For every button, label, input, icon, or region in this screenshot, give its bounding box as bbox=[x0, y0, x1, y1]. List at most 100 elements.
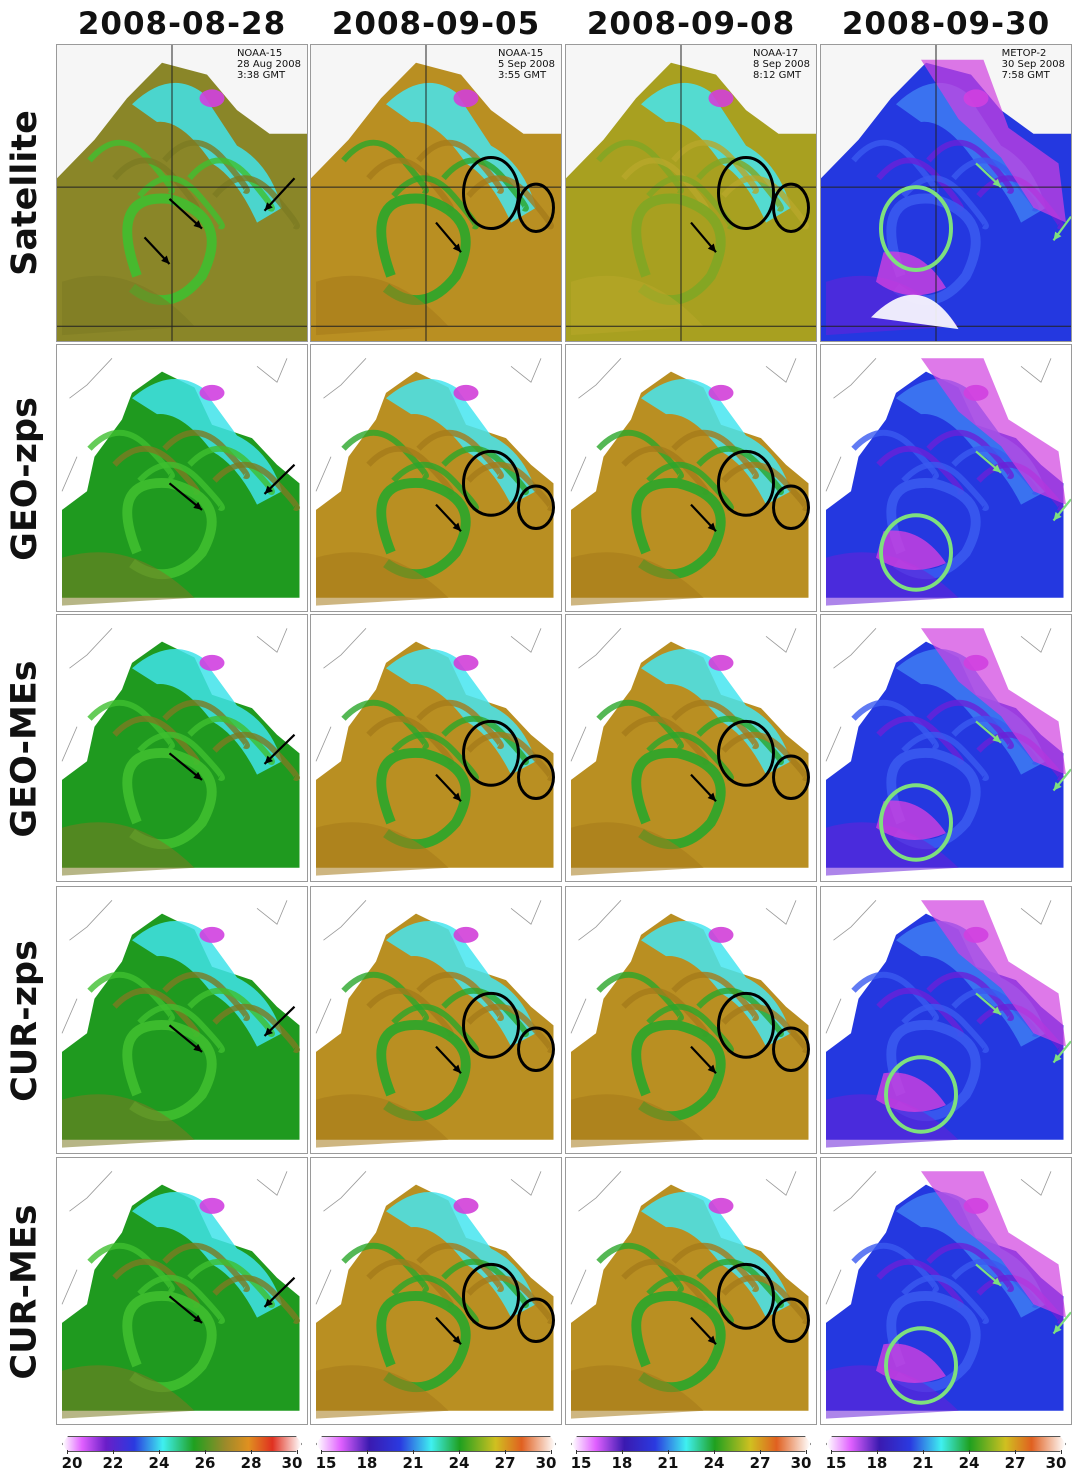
circle-marker bbox=[517, 1026, 555, 1073]
circle-marker bbox=[717, 719, 775, 787]
arrow-marker bbox=[975, 992, 1002, 1016]
colorbar-tick-mark bbox=[551, 1450, 553, 1454]
arrow-marker bbox=[435, 773, 462, 802]
arrow-marker bbox=[690, 503, 717, 532]
circle-marker bbox=[884, 1326, 958, 1405]
arrow-marker bbox=[1052, 498, 1071, 522]
circle-marker bbox=[879, 185, 953, 272]
map-image bbox=[821, 345, 1071, 611]
arrow-marker bbox=[690, 773, 717, 802]
circle-marker bbox=[884, 1055, 958, 1134]
sst-map-cur-mes-col4 bbox=[820, 1157, 1072, 1425]
colorbar-tick-label: 27 bbox=[749, 1454, 771, 1472]
colorbar-tick-label: 21 bbox=[912, 1454, 934, 1472]
colorbar-1 bbox=[62, 1436, 302, 1452]
colorbar-tick-mark bbox=[251, 1450, 253, 1454]
colorbar-tick-mark bbox=[806, 1450, 808, 1454]
circle-marker bbox=[879, 783, 953, 862]
satellite-pass-label: NOAA-15 28 Aug 2008 3:38 GMT bbox=[237, 48, 301, 81]
colorbar-tick-label: 22 bbox=[102, 1454, 124, 1472]
sst-map-geo-mes-col3 bbox=[565, 614, 817, 882]
circle-marker bbox=[462, 1262, 520, 1330]
sst-map-cur-zps-col4 bbox=[820, 886, 1072, 1154]
column-title-2: 2008-09-05 bbox=[331, 6, 541, 42]
colorbar-tick-label: 30 bbox=[790, 1454, 812, 1472]
map-image bbox=[311, 1158, 561, 1424]
colorbar-tick-mark bbox=[922, 1450, 924, 1454]
satellite-time: 3:55 GMT bbox=[497, 70, 547, 81]
column-title-3: 2008-09-08 bbox=[586, 6, 796, 42]
colorbar-3-ticks: 15 18 21 24 27 30 bbox=[571, 1450, 812, 1477]
arrow-marker bbox=[1052, 1040, 1071, 1064]
colorbar-tick-label: 21 bbox=[402, 1454, 424, 1472]
satellite-date: 8 Sep 2008 bbox=[752, 59, 810, 70]
column-title-4: 2008-09-30 bbox=[841, 6, 1051, 42]
row-title-geo-zps: GEO-zps bbox=[5, 397, 46, 561]
arrow-marker bbox=[690, 221, 717, 253]
circle-marker bbox=[462, 719, 520, 787]
satellite-pass-label: NOAA-15 5 Sep 2008 3:55 GMT bbox=[498, 48, 555, 81]
satellite-date: 30 Sep 2008 bbox=[1001, 59, 1065, 70]
colorbar-4-ticks: 15 18 21 24 27 30 bbox=[825, 1450, 1066, 1477]
sst-map-cur-zps-col3 bbox=[565, 886, 817, 1154]
colorbar-tick-label: 28 bbox=[240, 1454, 262, 1472]
colorbar-tick-mark bbox=[112, 1450, 114, 1454]
satellite-date: 5 Sep 2008 bbox=[497, 59, 555, 70]
colorbar-tick-label: 24 bbox=[448, 1454, 470, 1472]
arrow-marker bbox=[263, 463, 296, 495]
map-image bbox=[566, 45, 816, 341]
arrow-marker bbox=[690, 1316, 717, 1345]
row-title-cur-zps: CUR-zps bbox=[5, 940, 45, 1102]
colorbar-tick-label: 24 bbox=[703, 1454, 725, 1472]
arrow-marker bbox=[975, 1263, 1002, 1287]
arrow-marker bbox=[143, 236, 171, 265]
colorbar-tick-mark bbox=[505, 1450, 507, 1454]
arrow-marker bbox=[168, 1024, 203, 1053]
colorbar-tick-mark bbox=[158, 1450, 160, 1454]
arrow-marker bbox=[263, 1005, 296, 1037]
map-image bbox=[57, 887, 307, 1153]
map-image bbox=[311, 615, 561, 881]
row-title-geo-mes: GEO-MEs bbox=[5, 660, 46, 838]
map-image bbox=[57, 45, 307, 341]
satellite-pass-label: NOAA-17 8 Sep 2008 8:12 GMT bbox=[753, 48, 810, 81]
colorbar-2 bbox=[316, 1436, 556, 1452]
colorbar-tick-mark bbox=[621, 1450, 623, 1454]
circle-marker bbox=[462, 449, 520, 517]
colorbar-tick-label: 26 bbox=[194, 1454, 216, 1472]
colorbar-tick-mark bbox=[876, 1450, 878, 1454]
colorbar-tick-label: 15 bbox=[825, 1454, 847, 1472]
colorbar-tick-label: 30 bbox=[535, 1454, 557, 1472]
arrow-marker bbox=[975, 162, 1002, 188]
sst-map-satellite-col4: METOP-2 30 Sep 2008 7:58 GMT bbox=[820, 44, 1072, 342]
row-title-cur-mes: CUR-MEs bbox=[5, 1204, 45, 1380]
colorbar-tick-mark bbox=[297, 1450, 299, 1454]
circle-marker bbox=[517, 1297, 555, 1344]
column-title-1: 2008-08-28 bbox=[77, 6, 287, 42]
sst-map-cur-mes-col1 bbox=[56, 1157, 308, 1425]
sst-map-cur-mes-col2 bbox=[310, 1157, 562, 1425]
satellite-pass-label: METOP-2 30 Sep 2008 7:58 GMT bbox=[1002, 48, 1065, 81]
sst-map-satellite-col1: NOAA-15 28 Aug 2008 3:38 GMT bbox=[56, 44, 308, 342]
colorbar-tick-mark bbox=[714, 1450, 716, 1454]
circle-marker bbox=[772, 484, 810, 531]
sst-map-cur-zps-col1 bbox=[56, 886, 308, 1154]
colorbar-tick-label: 24 bbox=[958, 1454, 980, 1472]
arrow-marker bbox=[1052, 216, 1071, 242]
colorbar-1-ticks: 20 22 24 26 28 30 bbox=[62, 1450, 302, 1477]
map-image bbox=[57, 615, 307, 881]
arrow-marker bbox=[263, 177, 296, 212]
colorbar-tick-label: 24 bbox=[148, 1454, 170, 1472]
map-image bbox=[311, 887, 561, 1153]
map-image bbox=[566, 615, 816, 881]
map-image bbox=[311, 45, 561, 341]
colorbar-tick-mark bbox=[1015, 1450, 1017, 1454]
map-image bbox=[566, 1158, 816, 1424]
sst-map-satellite-col2: NOAA-15 5 Sep 2008 3:55 GMT bbox=[310, 44, 562, 342]
sst-map-geo-mes-col2 bbox=[310, 614, 562, 882]
arrow-marker bbox=[168, 198, 203, 230]
arrow-marker bbox=[1052, 1311, 1071, 1335]
colorbar-tick-label: 18 bbox=[866, 1454, 888, 1472]
circle-marker bbox=[772, 182, 810, 233]
map-image bbox=[566, 345, 816, 611]
